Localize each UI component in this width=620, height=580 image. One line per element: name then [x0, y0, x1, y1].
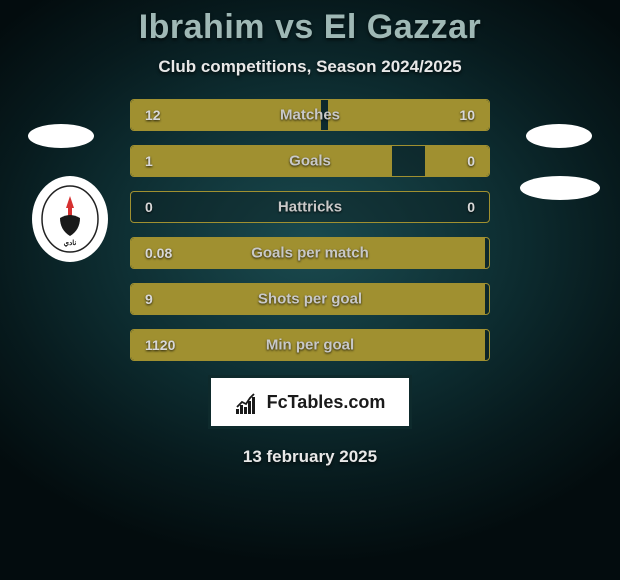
stat-label: Min per goal — [266, 337, 354, 354]
stat-row: 0.08 Goals per match — [130, 237, 490, 269]
stat-label: Shots per goal — [258, 291, 362, 308]
stat-row: 1120 Min per goal — [130, 329, 490, 361]
stats-bars: 1210Matches10Goals00Hattricks0.08Goals p… — [130, 99, 490, 361]
club-logo-icon: نادي — [40, 184, 100, 254]
date-label: 13 february 2025 — [0, 447, 620, 467]
stat-label: Hattricks — [278, 199, 342, 216]
page-title: Ibrahim vs El Gazzar — [0, 8, 620, 47]
stat-value-left: 0 — [145, 199, 153, 215]
stat-value-left: 0.08 — [145, 245, 172, 261]
stat-label: Matches — [280, 107, 340, 124]
stat-bar-right — [425, 146, 489, 176]
player-right-club-badge — [520, 176, 600, 200]
stat-label: Goals — [289, 153, 331, 170]
stat-value-left: 1 — [145, 153, 153, 169]
stat-value-left: 9 — [145, 291, 153, 307]
brand-text: FcTables.com — [267, 392, 386, 413]
comparison-card: Ibrahim vs El Gazzar Club competitions, … — [0, 0, 620, 580]
brand-logo-icon — [235, 389, 261, 415]
page-subtitle: Club competitions, Season 2024/2025 — [0, 57, 620, 77]
stat-value-right: 0 — [467, 199, 475, 215]
stat-bar-left — [131, 146, 392, 176]
brand-badge[interactable]: FcTables.com — [208, 375, 412, 429]
stat-row: 1 0 Goals — [130, 145, 490, 177]
player-left-club-badge: نادي — [32, 176, 108, 262]
stat-row: 0 0 Hattricks — [130, 191, 490, 223]
stat-row: 12 10 Matches — [130, 99, 490, 131]
content-wrapper: Ibrahim vs El Gazzar Club competitions, … — [0, 0, 620, 580]
stat-value-right: 10 — [459, 107, 475, 123]
stat-value-right: 0 — [467, 153, 475, 169]
svg-text:نادي: نادي — [64, 239, 77, 248]
stat-value-left: 12 — [145, 107, 161, 123]
player-right-badge-small — [526, 124, 592, 148]
stat-row: 9 Shots per goal — [130, 283, 490, 315]
player-left-badge-small — [28, 124, 94, 148]
stat-value-left: 1120 — [145, 337, 175, 353]
stat-label: Goals per match — [251, 245, 369, 262]
